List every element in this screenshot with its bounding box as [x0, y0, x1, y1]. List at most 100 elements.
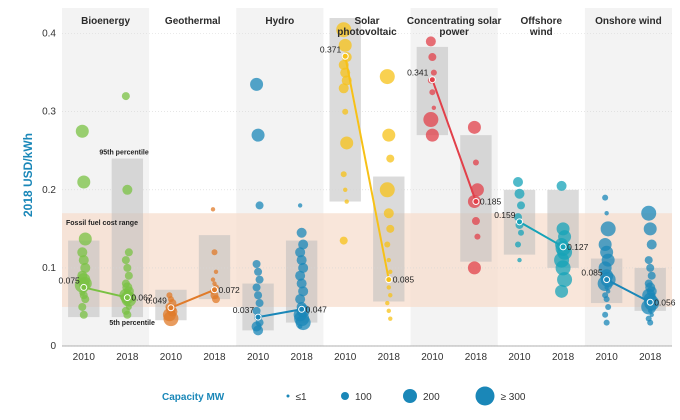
fossil-band-label: Fossil fuel cost range [66, 220, 138, 227]
data-point [121, 92, 130, 101]
data-point [388, 293, 393, 298]
average-marker-2018 [123, 294, 131, 302]
p5-annotation: 5th percentile [109, 320, 155, 327]
data-point [338, 38, 352, 52]
data-point [467, 261, 481, 275]
data-point [644, 256, 653, 265]
data-point [253, 325, 264, 336]
data-point [296, 255, 307, 266]
data-point [123, 263, 132, 272]
data-point [255, 299, 264, 308]
data-point [647, 319, 654, 326]
data-point [340, 136, 354, 150]
category-label: Geothermal [165, 16, 221, 27]
data-point [603, 296, 610, 303]
data-point [514, 188, 525, 199]
value-label-2010: 0.371 [320, 44, 342, 54]
x-tick-label: 2018 [291, 352, 314, 363]
data-point [122, 184, 133, 195]
x-tick-label: 2010 [73, 352, 96, 363]
data-point [298, 262, 309, 273]
category-label: Solar [354, 16, 379, 27]
data-point [425, 36, 436, 47]
data-point [641, 205, 657, 221]
x-tick-label: 2018 [465, 352, 488, 363]
fossil-fuel-band [62, 213, 672, 307]
data-point [124, 271, 133, 280]
data-point [338, 83, 349, 94]
data-point [210, 207, 216, 212]
legend-label: 200 [423, 392, 440, 403]
data-point [295, 294, 306, 305]
data-point [472, 159, 479, 166]
data-point [517, 201, 525, 210]
data-point [79, 310, 88, 319]
trend-line [170, 288, 215, 309]
p95-annotation: 95th percentile [99, 150, 149, 157]
data-point [163, 311, 179, 327]
data-point [556, 180, 567, 191]
x-tick-label: 2010 [596, 352, 619, 363]
data-point [600, 221, 616, 237]
data-point [121, 256, 130, 265]
data-point [428, 53, 437, 62]
x-tick-label: 2010 [421, 352, 444, 363]
x-tick-label: 2010 [247, 352, 270, 363]
data-point [336, 22, 352, 38]
data-point [344, 199, 349, 204]
x-tick-label: 2018 [639, 352, 662, 363]
data-point [382, 128, 396, 142]
data-point [647, 271, 656, 280]
average-marker-2010 [603, 276, 611, 284]
average-marker-2010 [167, 304, 175, 312]
data-point [123, 310, 132, 319]
y-tick-label: 0 [50, 341, 56, 352]
axis-layer: 0 0.1 0.2 0.3 0.4 2010 2018 2010 2018 2010 2018 201… [42, 29, 672, 363]
data-point [430, 69, 437, 76]
average-marker-2018 [646, 298, 654, 306]
data-point [605, 303, 612, 310]
trend-line [344, 56, 390, 280]
legend-marker [341, 392, 349, 400]
data-point [212, 295, 220, 304]
data-point [513, 177, 523, 187]
data-point [471, 217, 480, 226]
legend-marker [403, 389, 417, 403]
data-point [252, 306, 261, 315]
data-point [255, 201, 264, 210]
data-point [213, 269, 219, 275]
data-point [210, 277, 216, 282]
data-point [254, 291, 263, 300]
value-label-2010: 0.159 [494, 210, 516, 220]
legend-marker [475, 386, 495, 406]
legend-title: Capacity MW [162, 392, 225, 403]
data-point [295, 315, 311, 331]
data-point [254, 267, 263, 276]
data-point [517, 257, 522, 263]
data-point [646, 263, 655, 272]
data-point [340, 171, 347, 178]
data-point [75, 124, 89, 138]
data-point [474, 233, 481, 240]
data-point [643, 222, 657, 236]
trend-line [606, 278, 651, 304]
value-label-2018: 0.062 [131, 293, 153, 303]
data-point [423, 112, 439, 128]
legend-label: 100 [355, 392, 372, 403]
average-marker-2018 [472, 198, 480, 206]
x-tick-label: 2018 [552, 352, 575, 363]
trend-line [83, 286, 128, 299]
average-marker-2010 [428, 76, 436, 84]
data-point [646, 239, 657, 250]
data-point [388, 269, 393, 275]
data-point [251, 128, 265, 142]
value-label-2018: 0.127 [567, 242, 589, 252]
data-point [557, 272, 573, 288]
data-point [518, 229, 524, 236]
y-tick-label: 0.4 [42, 29, 56, 40]
data-point [386, 224, 395, 233]
data-point [298, 239, 309, 250]
data-point [298, 286, 309, 297]
y-tick-label: 0.2 [42, 185, 56, 196]
